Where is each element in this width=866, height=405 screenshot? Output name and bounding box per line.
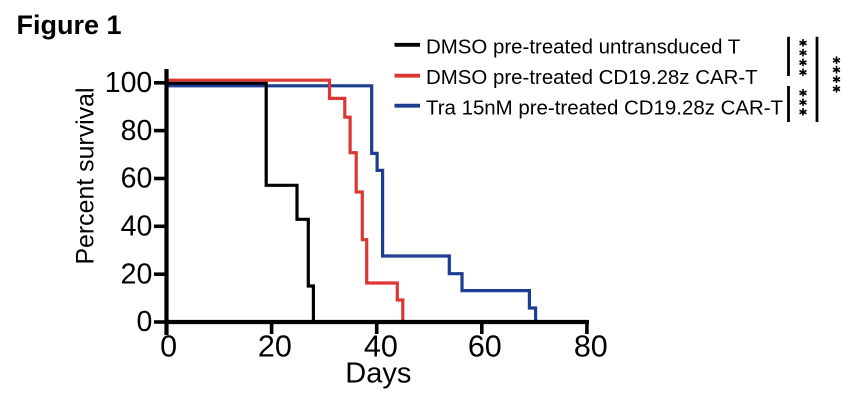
svg-text:DMSO pre-treated untransduced: DMSO pre-treated untransduced T — [426, 35, 741, 58]
svg-text:40: 40 — [121, 211, 153, 243]
svg-text:20: 20 — [258, 330, 292, 364]
svg-text:Days: Days — [345, 357, 411, 389]
svg-text:60: 60 — [121, 163, 153, 195]
svg-text:100: 100 — [105, 67, 153, 99]
svg-text:60: 60 — [468, 330, 502, 364]
svg-text:40: 40 — [364, 330, 398, 364]
svg-text:0: 0 — [160, 330, 177, 364]
svg-text:Figure 1: Figure 1 — [17, 10, 122, 40]
svg-text:80: 80 — [121, 115, 153, 147]
svg-text:Percent survival: Percent survival — [72, 87, 100, 264]
svg-text:Tra 15nM pre-treated CD19.28z: Tra 15nM pre-treated CD19.28z CAR-T — [426, 97, 784, 120]
svg-text:20: 20 — [121, 258, 153, 290]
svg-text:0: 0 — [136, 306, 152, 338]
svg-text:DMSO pre-treated CD19.28z CAR-: DMSO pre-treated CD19.28z CAR-T — [426, 66, 758, 89]
svg-text:80: 80 — [574, 330, 608, 364]
